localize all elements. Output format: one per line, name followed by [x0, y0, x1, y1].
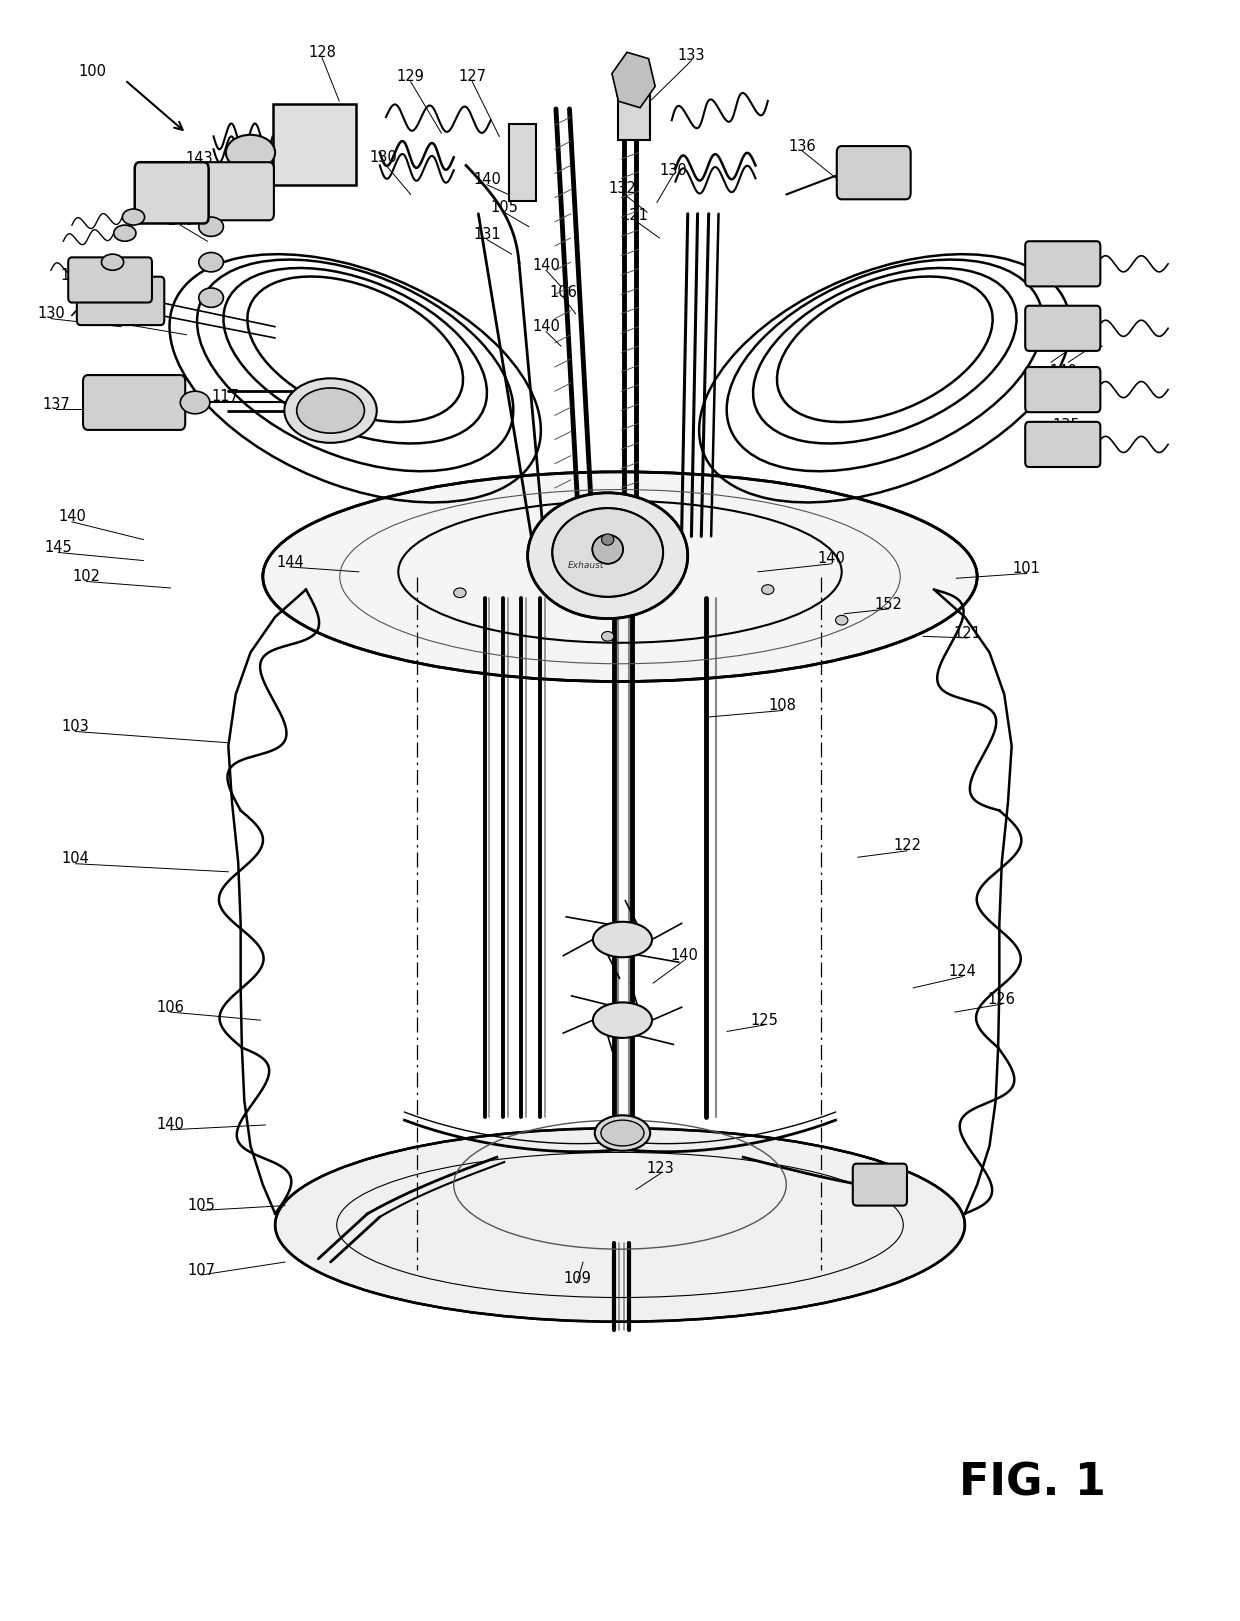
- Ellipse shape: [454, 588, 466, 598]
- Ellipse shape: [296, 387, 365, 433]
- Ellipse shape: [618, 81, 647, 105]
- Text: 136: 136: [789, 138, 816, 154]
- FancyBboxPatch shape: [1025, 421, 1100, 467]
- Text: 132: 132: [609, 180, 636, 196]
- Text: 140: 140: [58, 509, 86, 525]
- Text: 139: 139: [117, 313, 144, 327]
- Ellipse shape: [836, 616, 848, 626]
- Text: 140: 140: [472, 172, 501, 188]
- Text: FIG. 1: FIG. 1: [960, 1462, 1106, 1504]
- Text: 133: 133: [678, 49, 706, 63]
- FancyBboxPatch shape: [618, 88, 650, 139]
- Text: 140: 140: [532, 258, 560, 272]
- Text: 109: 109: [563, 1271, 590, 1285]
- Text: 126: 126: [988, 992, 1016, 1007]
- Text: 142: 142: [150, 186, 179, 203]
- Text: 137: 137: [42, 397, 69, 412]
- Ellipse shape: [528, 493, 688, 619]
- Text: 105: 105: [187, 1198, 216, 1213]
- Ellipse shape: [198, 289, 223, 308]
- FancyBboxPatch shape: [510, 123, 536, 201]
- Text: 104: 104: [62, 851, 89, 866]
- Ellipse shape: [180, 391, 210, 413]
- Text: 108: 108: [769, 699, 796, 713]
- FancyBboxPatch shape: [1025, 242, 1100, 287]
- Text: 127: 127: [459, 70, 486, 84]
- Ellipse shape: [601, 533, 614, 545]
- Text: 140: 140: [670, 948, 698, 963]
- Text: 107: 107: [187, 1263, 216, 1277]
- Text: 129: 129: [397, 70, 424, 84]
- Text: Exhaust: Exhaust: [568, 561, 604, 571]
- Text: 106: 106: [549, 285, 578, 300]
- Text: 144: 144: [277, 554, 304, 569]
- Ellipse shape: [198, 217, 223, 237]
- Ellipse shape: [593, 535, 622, 564]
- Text: 138: 138: [1058, 336, 1086, 350]
- Ellipse shape: [761, 585, 774, 595]
- Ellipse shape: [114, 225, 136, 242]
- Text: 141: 141: [1076, 336, 1105, 350]
- Text: 130: 130: [370, 149, 397, 165]
- Text: 140: 140: [1034, 254, 1063, 269]
- FancyBboxPatch shape: [1025, 366, 1100, 412]
- Text: 102: 102: [73, 569, 100, 584]
- Text: 135: 135: [1052, 418, 1080, 433]
- Text: 121: 121: [621, 207, 649, 224]
- Ellipse shape: [275, 1128, 965, 1321]
- FancyBboxPatch shape: [202, 162, 274, 220]
- Text: 128: 128: [308, 45, 336, 60]
- Text: 130: 130: [37, 306, 64, 321]
- FancyBboxPatch shape: [135, 162, 208, 224]
- FancyBboxPatch shape: [83, 374, 185, 430]
- Ellipse shape: [198, 253, 223, 272]
- Text: 130: 130: [1064, 306, 1092, 321]
- Ellipse shape: [102, 254, 124, 271]
- Text: 103: 103: [62, 720, 89, 734]
- Text: 117: 117: [212, 389, 239, 404]
- Text: 100: 100: [79, 65, 107, 79]
- Text: 122: 122: [893, 838, 921, 854]
- Text: 152: 152: [874, 597, 903, 611]
- Ellipse shape: [595, 1115, 650, 1151]
- Text: 121: 121: [954, 626, 981, 640]
- Text: 105: 105: [490, 199, 518, 216]
- Ellipse shape: [123, 209, 145, 225]
- Text: 106: 106: [156, 1000, 185, 1015]
- Text: 140: 140: [156, 1117, 185, 1133]
- Ellipse shape: [601, 632, 614, 642]
- Text: 124: 124: [949, 964, 976, 979]
- Text: 134: 134: [1070, 391, 1099, 405]
- FancyBboxPatch shape: [273, 104, 356, 185]
- Ellipse shape: [552, 507, 663, 597]
- Ellipse shape: [284, 378, 377, 443]
- FancyBboxPatch shape: [68, 258, 153, 303]
- Text: 131: 131: [474, 227, 501, 242]
- FancyBboxPatch shape: [853, 1164, 906, 1206]
- Text: 140: 140: [818, 551, 846, 566]
- Text: 140: 140: [61, 267, 88, 282]
- Text: 143: 143: [185, 151, 212, 167]
- FancyBboxPatch shape: [77, 277, 164, 326]
- Text: 125: 125: [750, 1013, 777, 1028]
- Text: 145: 145: [45, 540, 72, 554]
- Ellipse shape: [263, 472, 977, 681]
- Ellipse shape: [601, 1120, 644, 1146]
- Text: 140: 140: [532, 319, 560, 334]
- Ellipse shape: [593, 922, 652, 958]
- Ellipse shape: [226, 135, 275, 170]
- Text: 140: 140: [1049, 365, 1078, 379]
- Ellipse shape: [593, 1002, 652, 1037]
- FancyBboxPatch shape: [1025, 306, 1100, 350]
- Text: 130: 130: [660, 162, 687, 178]
- FancyBboxPatch shape: [837, 146, 910, 199]
- Text: 140: 140: [166, 212, 195, 229]
- Text: 123: 123: [647, 1161, 675, 1175]
- Text: 101: 101: [1013, 561, 1040, 575]
